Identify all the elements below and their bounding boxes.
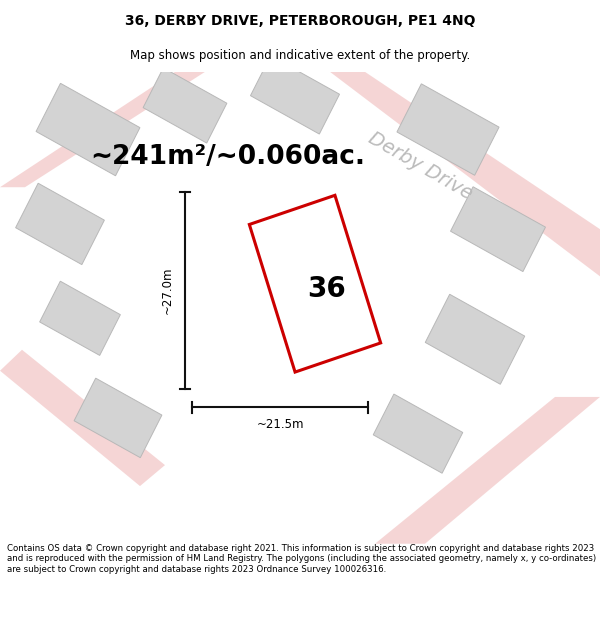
Polygon shape (40, 281, 121, 356)
Polygon shape (250, 56, 340, 134)
Polygon shape (425, 294, 525, 384)
Text: Contains OS data © Crown copyright and database right 2021. This information is : Contains OS data © Crown copyright and d… (7, 544, 596, 574)
Text: 36: 36 (308, 275, 346, 303)
Polygon shape (143, 68, 227, 143)
Polygon shape (375, 397, 600, 544)
Text: 36, DERBY DRIVE, PETERBOROUGH, PE1 4NQ: 36, DERBY DRIVE, PETERBOROUGH, PE1 4NQ (125, 14, 475, 28)
Polygon shape (250, 196, 380, 372)
Polygon shape (0, 72, 205, 188)
Polygon shape (330, 72, 600, 276)
Text: Map shows position and indicative extent of the property.: Map shows position and indicative extent… (130, 49, 470, 62)
Text: Derby Drive: Derby Drive (365, 129, 475, 204)
Polygon shape (397, 84, 499, 175)
Polygon shape (373, 394, 463, 473)
Polygon shape (74, 378, 162, 458)
Text: ~27.0m: ~27.0m (161, 267, 173, 314)
Text: ~21.5m: ~21.5m (256, 418, 304, 431)
Polygon shape (0, 350, 165, 486)
Polygon shape (451, 187, 545, 272)
Text: ~241m²/~0.060ac.: ~241m²/~0.060ac. (91, 144, 365, 170)
Polygon shape (36, 83, 140, 176)
Polygon shape (16, 183, 104, 264)
